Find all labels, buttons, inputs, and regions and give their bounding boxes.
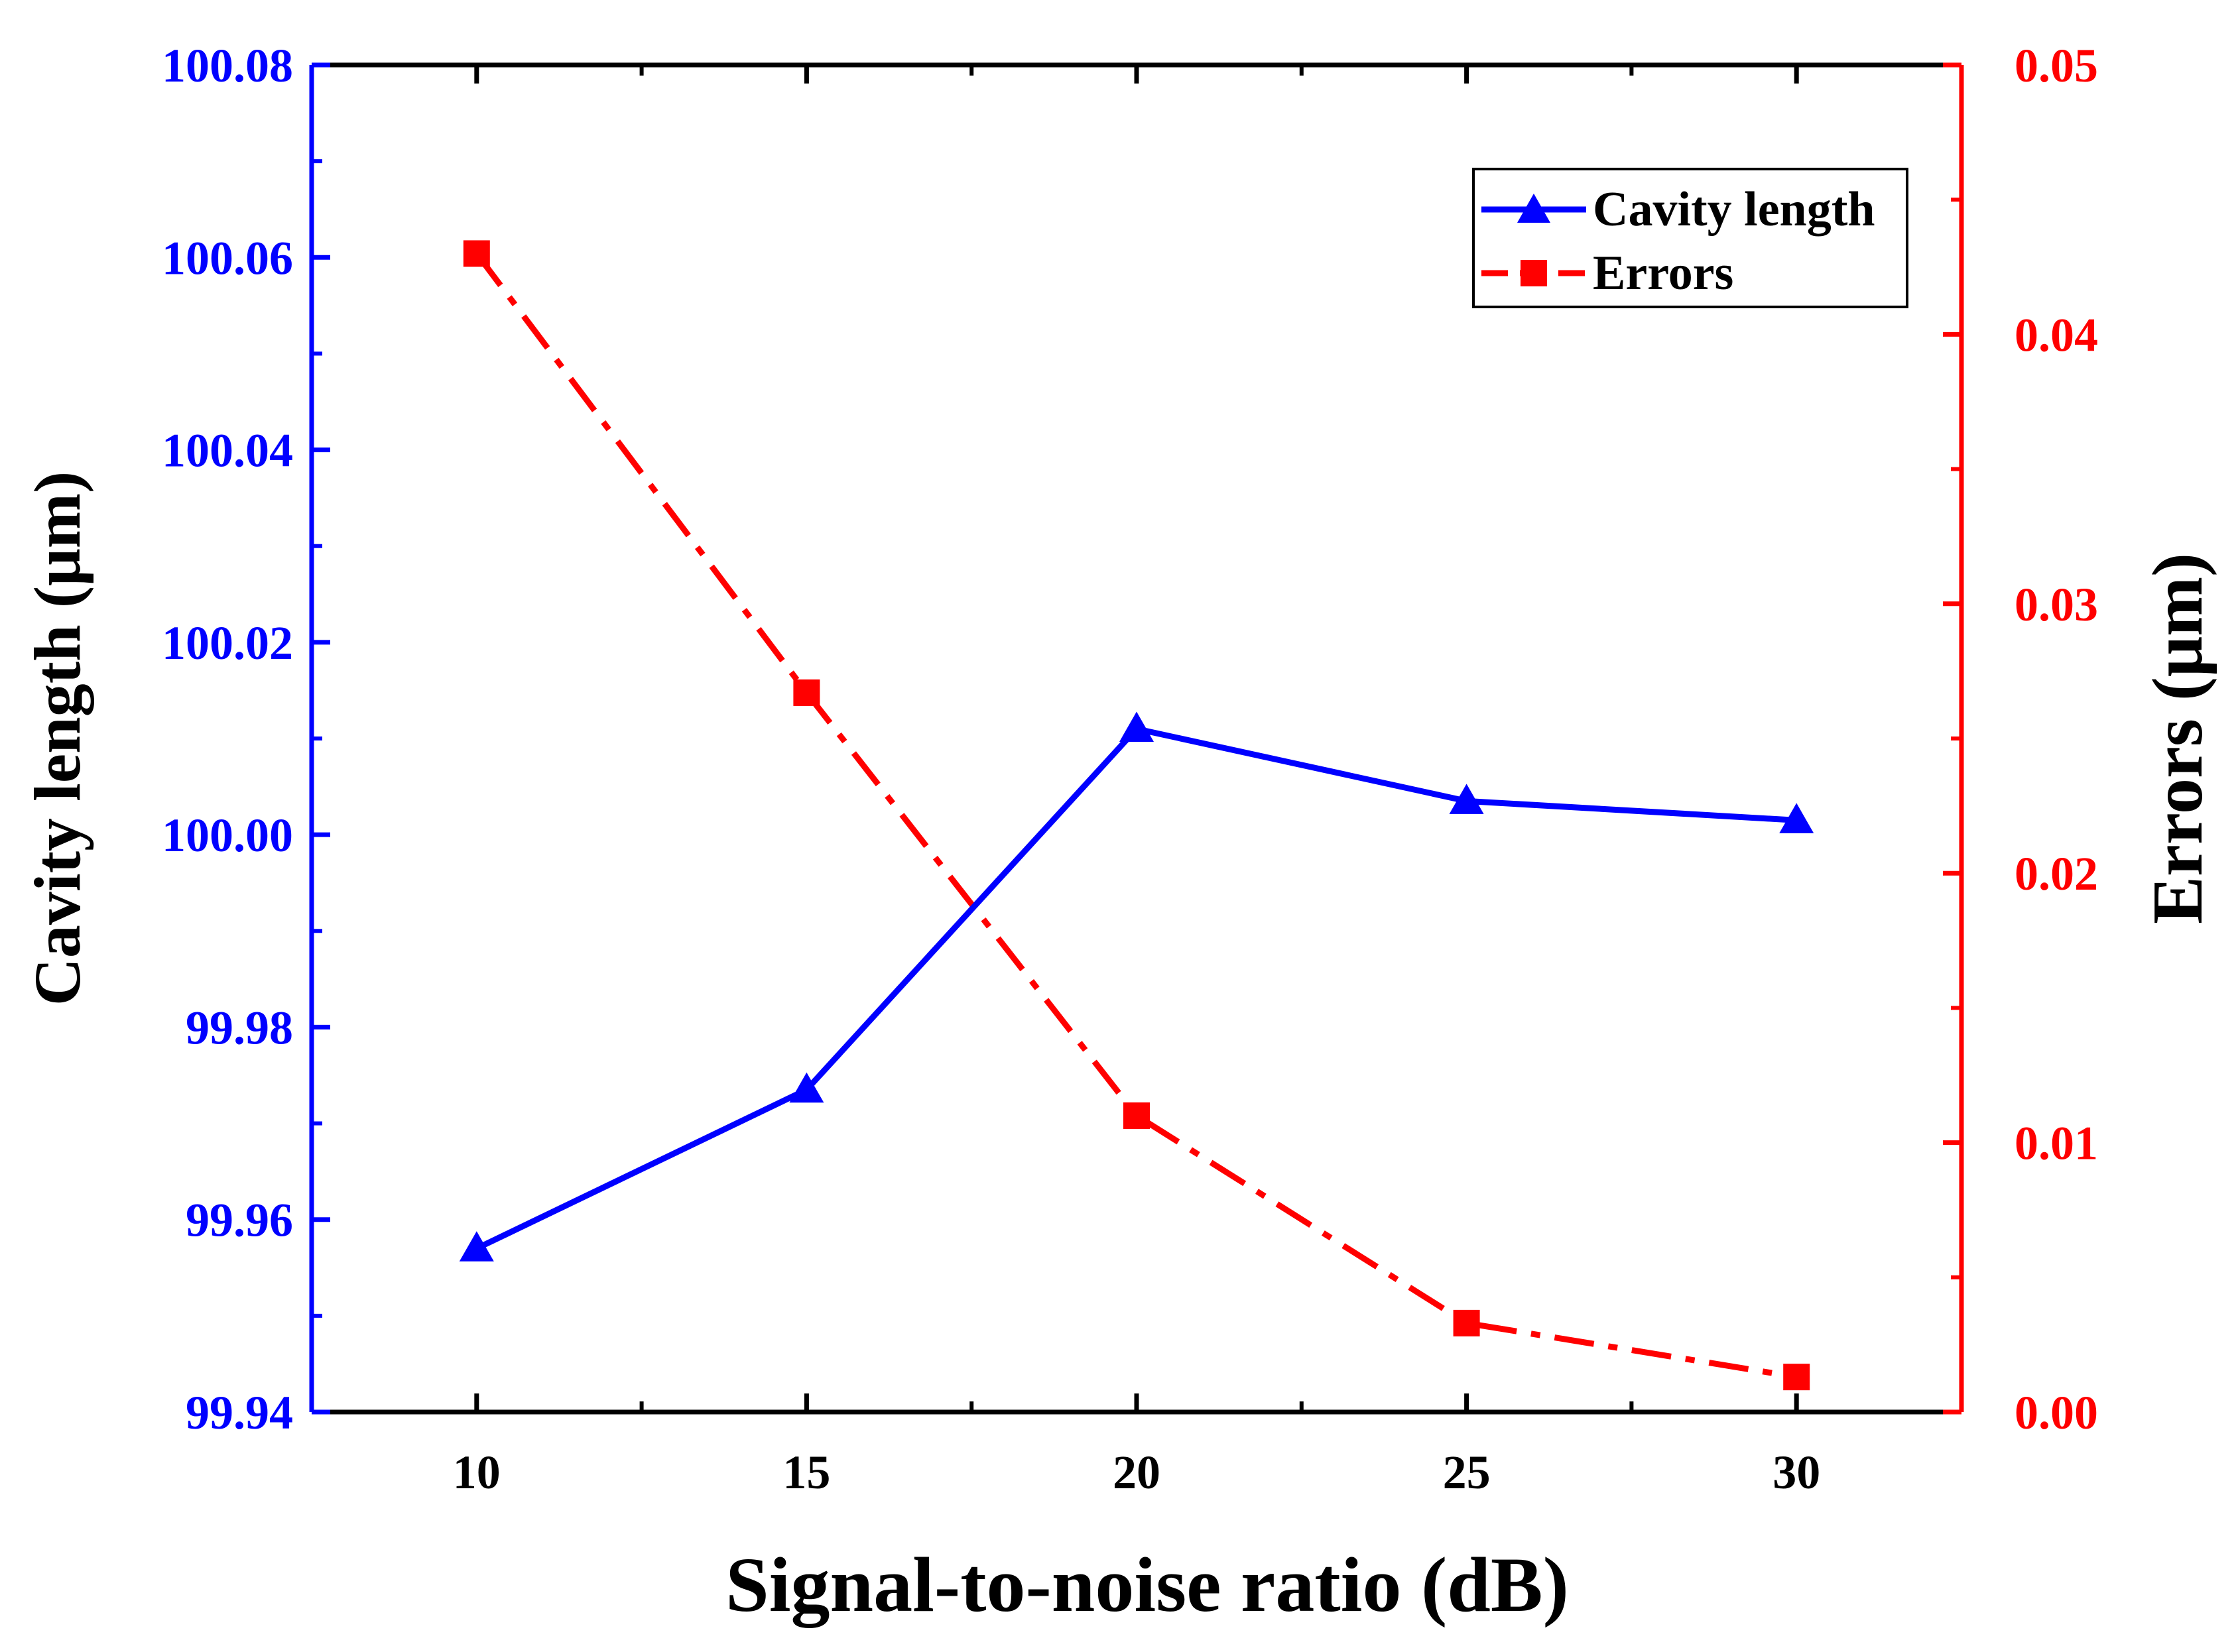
left-tick-label: 99.96 bbox=[186, 1194, 293, 1247]
left-tick-label: 100.00 bbox=[162, 809, 293, 862]
x-tick-label: 25 bbox=[1443, 1446, 1491, 1499]
axis-tick-labels: 99.9499.9699.98100.00100.02100.04100.061… bbox=[162, 39, 2098, 1499]
errors-series-line bbox=[474, 251, 1797, 1380]
series-layer bbox=[459, 240, 1814, 1391]
x-tick-label: 30 bbox=[1772, 1446, 1820, 1499]
cavity-point bbox=[1779, 803, 1814, 833]
right-tick-label: 0.00 bbox=[2015, 1386, 2098, 1439]
right-tick-label: 0.02 bbox=[2015, 847, 2098, 900]
errors-point bbox=[1453, 1309, 1480, 1336]
x-axis-title: Signal-to-noise ratio (dB) bbox=[725, 1541, 1569, 1628]
legend: Cavity length Errors bbox=[1472, 168, 1908, 308]
legend-errors-label: Errors bbox=[1593, 246, 1733, 300]
errors-point bbox=[793, 679, 820, 706]
left-tick-label: 100.02 bbox=[162, 617, 293, 670]
left-tick-label: 100.08 bbox=[162, 39, 293, 92]
errors-point bbox=[1783, 1364, 1810, 1391]
left-tick-label: 99.98 bbox=[186, 1001, 293, 1054]
right-y-axis-title: Errors (μm) bbox=[2139, 553, 2217, 924]
cavity-point bbox=[1119, 711, 1154, 742]
x-tick-label: 15 bbox=[782, 1446, 830, 1499]
left-tick-label: 100.04 bbox=[162, 424, 293, 477]
left-tick-label: 100.06 bbox=[162, 231, 293, 284]
cavity-point bbox=[459, 1231, 494, 1262]
left-y-axis-title: Cavity length (μm) bbox=[21, 471, 94, 1006]
legend-cavity-marker bbox=[1517, 194, 1550, 223]
cavity-point bbox=[1449, 784, 1484, 814]
axis-ticks bbox=[312, 62, 1961, 1415]
right-tick-label: 0.01 bbox=[2015, 1117, 2098, 1170]
x-tick-label: 10 bbox=[453, 1446, 501, 1499]
legend-errors-marker bbox=[1521, 260, 1547, 286]
right-tick-label: 0.03 bbox=[2015, 578, 2098, 631]
cavity-series-line bbox=[475, 725, 1797, 1252]
errors-point bbox=[1123, 1102, 1150, 1129]
left-tick-label: 99.94 bbox=[186, 1386, 293, 1439]
right-tick-label: 0.04 bbox=[2015, 308, 2098, 361]
cavity-point bbox=[789, 1072, 824, 1103]
right-tick-label: 0.05 bbox=[2015, 39, 2098, 92]
legend-cavity-label: Cavity length bbox=[1593, 182, 1875, 237]
x-tick-label: 20 bbox=[1113, 1446, 1160, 1499]
errors-point bbox=[463, 240, 490, 267]
